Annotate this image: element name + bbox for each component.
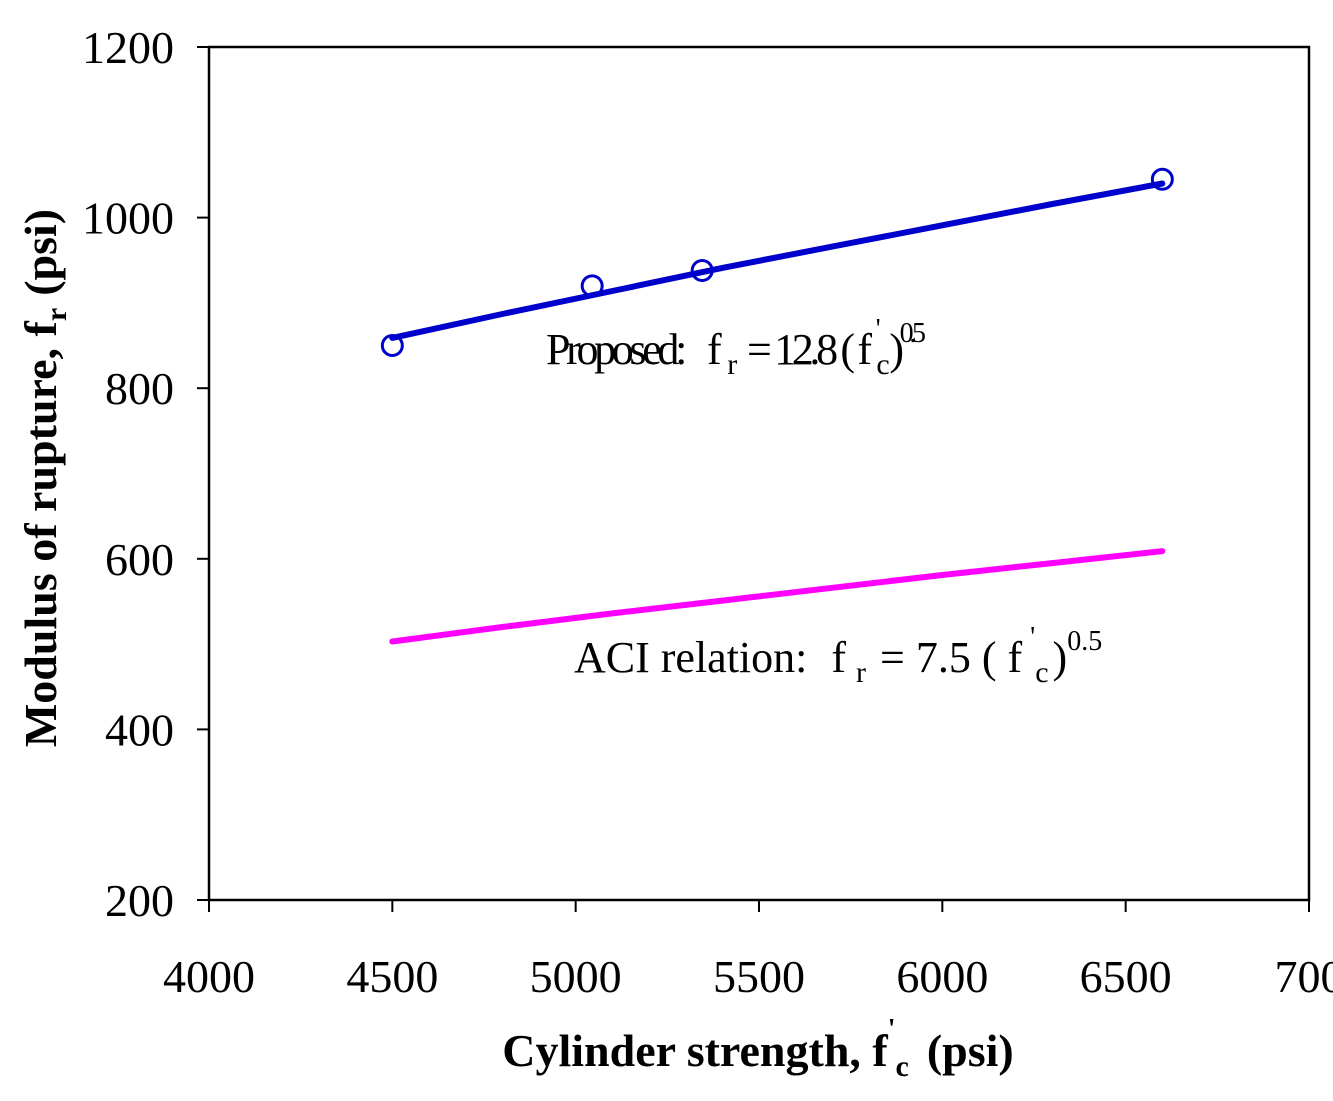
aci-f: f bbox=[831, 633, 846, 682]
proposed-prefix: Proposed: bbox=[546, 325, 687, 374]
proposed-line bbox=[389, 180, 1166, 341]
y-tick-label: 600 bbox=[105, 534, 174, 585]
y-tick-label: 200 bbox=[105, 875, 174, 926]
aci-prefix: ACI relation: bbox=[574, 633, 807, 682]
proposed-annotation: Proposed: f r = 12.8 ( f ' c)0.5 bbox=[546, 314, 926, 381]
x-axis-title-sup: ' bbox=[888, 1014, 896, 1045]
aci-exp: 0.5 bbox=[1067, 626, 1102, 657]
aci-close: ) bbox=[1053, 633, 1068, 682]
proposed-sub-c: c bbox=[876, 348, 889, 381]
series-layer bbox=[380, 167, 1174, 645]
x-tick-label: 4000 bbox=[163, 951, 255, 1002]
y-axis-title: Modulus of rupture, fr (psi) bbox=[15, 209, 73, 747]
proposed-eq: = 12.8 ( f bbox=[747, 325, 872, 374]
proposed-exp: 0.5 bbox=[900, 318, 926, 349]
y-axis-title-unit: (psi) bbox=[15, 209, 66, 296]
x-tick-label: 6000 bbox=[896, 951, 988, 1002]
proposed-close: ) bbox=[889, 325, 904, 374]
y-tick-label: 400 bbox=[105, 704, 174, 755]
aci-relation-line bbox=[389, 548, 1166, 645]
y-axis-title-sub: r bbox=[40, 308, 73, 321]
x-tick-label: 700 bbox=[1275, 951, 1333, 1002]
x-tick-label: 5500 bbox=[713, 951, 805, 1002]
y-tick-label: 800 bbox=[105, 363, 174, 414]
x-tick-label: 5000 bbox=[530, 951, 622, 1002]
proposed-sub-r: r bbox=[727, 348, 737, 381]
aci-prime: ' bbox=[1030, 622, 1035, 653]
y-tick-label: 1000 bbox=[82, 193, 174, 244]
aci-sub-c: c bbox=[1035, 656, 1048, 689]
x-tick-label: 6500 bbox=[1080, 951, 1172, 1002]
axis-ticks: 4000 4500 5000 5500 6000 6500 700 200 400 600 800 1… bbox=[82, 22, 1333, 1002]
x-axis-title: Cylinder strength, f'c (psi) bbox=[502, 1014, 1014, 1083]
aci-eq: = 7.5 ( f bbox=[880, 633, 1022, 682]
x-axis-title-sub: c bbox=[896, 1050, 909, 1083]
proposed-prime: ' bbox=[876, 314, 881, 345]
data-point-marker bbox=[1150, 167, 1174, 191]
proposed-f: f bbox=[707, 325, 722, 374]
x-tick-label: 4500 bbox=[346, 951, 438, 1002]
aci-sub-r: r bbox=[856, 656, 866, 689]
x-axis-title-text: Cylinder strength, f bbox=[502, 1025, 888, 1076]
y-axis-title-text: Modulus of rupture, f bbox=[15, 320, 66, 747]
x-axis-title-unit: (psi) bbox=[927, 1025, 1014, 1076]
y-tick-label: 1200 bbox=[82, 22, 174, 73]
plot-area bbox=[207, 45, 1311, 902]
aci-annotation: ACI relation: f r = 7.5 ( f 'c)0.5 bbox=[574, 622, 1102, 689]
